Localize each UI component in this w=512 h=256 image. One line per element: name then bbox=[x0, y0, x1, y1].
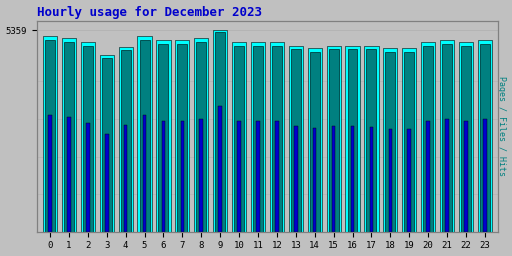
Bar bbox=[156, 40, 170, 232]
Bar bbox=[370, 127, 373, 232]
Bar bbox=[48, 115, 52, 232]
Bar bbox=[440, 40, 454, 232]
Bar bbox=[232, 42, 246, 232]
Bar bbox=[275, 121, 279, 232]
Bar bbox=[100, 55, 114, 232]
Bar bbox=[45, 40, 55, 232]
Bar bbox=[386, 52, 395, 232]
Bar bbox=[213, 30, 227, 232]
Bar bbox=[256, 121, 260, 232]
Bar bbox=[291, 49, 301, 232]
Bar bbox=[402, 48, 416, 232]
Bar bbox=[459, 42, 473, 232]
Bar bbox=[251, 42, 265, 232]
Bar bbox=[461, 46, 471, 232]
Bar bbox=[426, 121, 430, 232]
Bar bbox=[86, 123, 90, 232]
Bar bbox=[83, 46, 93, 232]
Bar bbox=[237, 121, 241, 232]
Bar bbox=[102, 58, 112, 232]
Bar bbox=[351, 126, 354, 232]
Bar bbox=[215, 33, 225, 232]
Bar bbox=[219, 106, 222, 232]
Bar bbox=[175, 40, 189, 232]
Bar bbox=[196, 42, 206, 232]
Bar bbox=[313, 128, 316, 232]
Bar bbox=[308, 48, 322, 232]
Bar bbox=[480, 44, 490, 232]
Bar bbox=[365, 46, 378, 232]
Text: Hourly usage for December 2023: Hourly usage for December 2023 bbox=[37, 6, 262, 18]
Y-axis label: Pages / Files / Hits: Pages / Files / Hits bbox=[498, 77, 506, 176]
Bar bbox=[43, 36, 57, 232]
Bar bbox=[64, 42, 74, 232]
Bar bbox=[177, 44, 187, 232]
Bar bbox=[367, 49, 376, 232]
Bar bbox=[310, 52, 319, 232]
Bar bbox=[105, 134, 109, 232]
Bar bbox=[483, 119, 486, 232]
Bar bbox=[478, 40, 492, 232]
Bar bbox=[194, 38, 208, 232]
Bar bbox=[464, 121, 468, 232]
Bar bbox=[389, 130, 392, 232]
Bar bbox=[348, 49, 357, 232]
Bar bbox=[289, 46, 303, 232]
Bar bbox=[445, 119, 449, 232]
Bar bbox=[294, 126, 297, 232]
Bar bbox=[442, 44, 452, 232]
Bar bbox=[234, 46, 244, 232]
Bar bbox=[181, 121, 184, 232]
Bar bbox=[327, 46, 340, 232]
Bar bbox=[81, 42, 95, 232]
Bar bbox=[346, 46, 359, 232]
Bar bbox=[137, 36, 152, 232]
Bar bbox=[408, 130, 411, 232]
Bar bbox=[140, 40, 150, 232]
Bar bbox=[119, 47, 133, 232]
Bar bbox=[159, 44, 168, 232]
Bar bbox=[332, 126, 335, 232]
Bar bbox=[329, 49, 338, 232]
Bar bbox=[253, 46, 263, 232]
Bar bbox=[67, 117, 71, 232]
Bar bbox=[421, 42, 435, 232]
Bar bbox=[272, 46, 282, 232]
Bar bbox=[200, 119, 203, 232]
Bar bbox=[62, 38, 76, 232]
Bar bbox=[383, 48, 397, 232]
Bar bbox=[162, 121, 165, 232]
Bar bbox=[121, 50, 131, 232]
Bar bbox=[270, 42, 284, 232]
Bar bbox=[404, 52, 414, 232]
Bar bbox=[124, 124, 127, 232]
Bar bbox=[423, 46, 433, 232]
Bar bbox=[143, 115, 146, 232]
